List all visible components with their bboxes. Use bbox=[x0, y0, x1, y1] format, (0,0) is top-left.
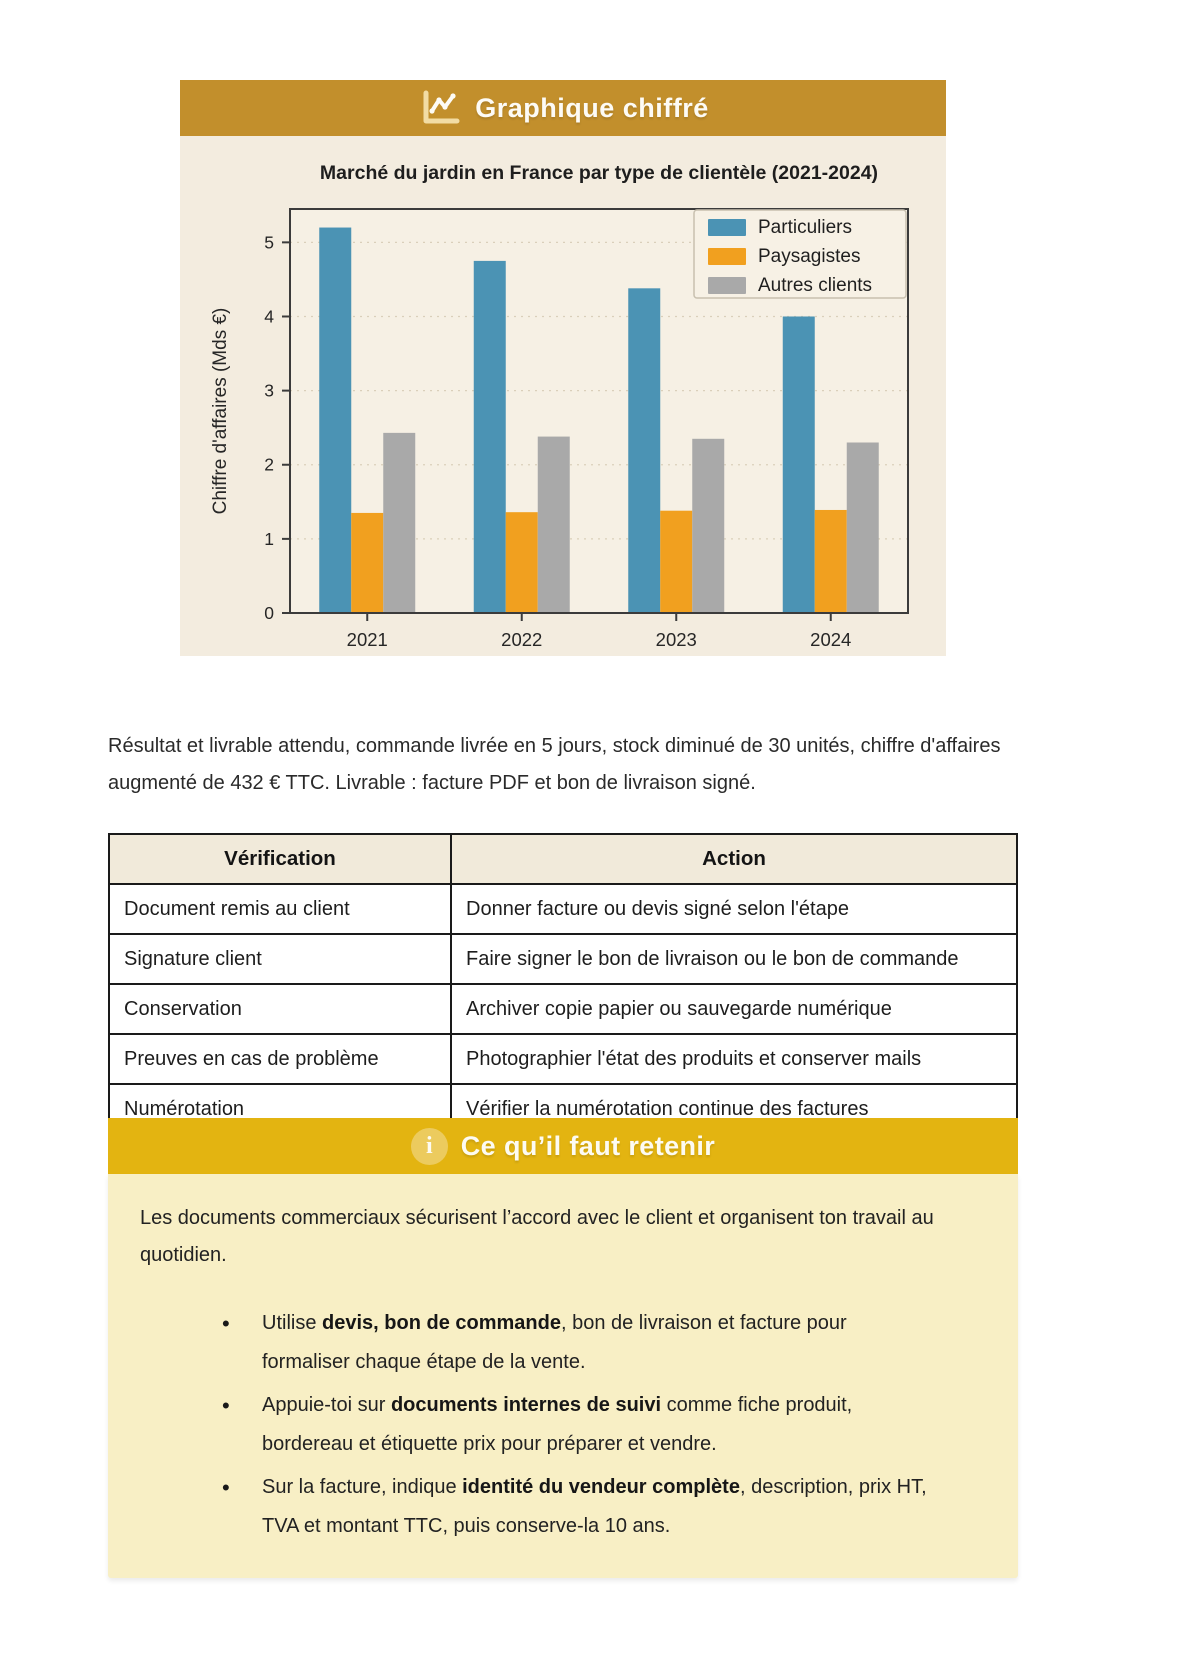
chart-line-icon bbox=[417, 86, 461, 130]
bar-particuliers bbox=[628, 288, 661, 613]
verification-table: Vérification Action Document remis au cl… bbox=[108, 833, 1018, 1135]
chart-card-title: Graphique chiffré bbox=[475, 92, 709, 123]
chart-card-body: Marché du jardin en France par type de c… bbox=[180, 136, 946, 656]
bar-autres-clients bbox=[383, 432, 416, 613]
table-cell: Donner facture ou devis signé selon l'ét… bbox=[450, 883, 1018, 935]
bar-autres-clients bbox=[846, 442, 879, 613]
retenir-header: i Ce qu’il faut retenir bbox=[108, 1118, 1018, 1174]
lead-paragraph: Résultat et livrable attendu, commande l… bbox=[108, 735, 1001, 794]
bar-particuliers bbox=[473, 260, 506, 613]
y-tick-label: 0 bbox=[264, 603, 274, 623]
list-item: Appuie-toi sur documents internes de sui… bbox=[222, 1386, 934, 1464]
x-tick-label: 2024 bbox=[810, 629, 851, 650]
table-cell: Document remis au client bbox=[108, 883, 452, 935]
info-icon: i bbox=[410, 1127, 448, 1165]
list-item: Utilise devis, bon de commande, bon de l… bbox=[222, 1304, 934, 1382]
table-header-row: Vérification Action bbox=[108, 833, 1018, 885]
legend-label: Paysagistes bbox=[758, 246, 860, 267]
legend-swatch bbox=[708, 219, 746, 236]
y-tick-label: 2 bbox=[264, 455, 274, 475]
table-row: Signature client Faire signer le bon de l… bbox=[108, 933, 1018, 985]
bar-paysagistes bbox=[505, 512, 538, 613]
table-cell: Archiver copie papier ou sauvegarde numé… bbox=[450, 983, 1018, 1035]
table-cell: Signature client bbox=[108, 933, 452, 985]
column-header-action: Action bbox=[450, 833, 1018, 885]
bar-particuliers bbox=[319, 227, 352, 613]
list-item: Sur la facture, indique identité du vend… bbox=[222, 1468, 934, 1546]
chart-figure-title: Marché du jardin en France par type de c… bbox=[319, 162, 879, 184]
legend-box bbox=[693, 209, 907, 299]
plot-border bbox=[289, 208, 909, 614]
y-tick-label: 3 bbox=[264, 381, 274, 401]
chart-card-header: Graphique chiffré bbox=[180, 80, 946, 136]
retenir-section: i Ce qu’il faut retenir Les documents co… bbox=[108, 1118, 1018, 1578]
y-tick-label: 4 bbox=[264, 306, 274, 326]
chart-card: Graphique chiffré Marché du jardin en Fr… bbox=[180, 80, 946, 656]
y-tick-label: 5 bbox=[264, 232, 274, 252]
y-axis-label: Chiffre d'affaires (Mds €) bbox=[210, 308, 231, 515]
bar-paysagistes bbox=[814, 509, 847, 613]
table-body: Document remis au client Donner facture o… bbox=[108, 883, 1018, 1135]
table-cell: Photographier l'état des produits et con… bbox=[450, 1033, 1018, 1085]
table-cell: Faire signer le bon de livraison ou le b… bbox=[450, 933, 1018, 985]
bar-paysagistes bbox=[351, 512, 384, 613]
table-row: Conservation Archiver copie papier ou sau… bbox=[108, 983, 1018, 1035]
retenir-intro: Les documents commerciaux sécurisent l’a… bbox=[140, 1207, 934, 1266]
retenir-title: Ce qu’il faut retenir bbox=[460, 1130, 716, 1161]
retenir-body: Les documents commerciaux sécurisent l’a… bbox=[108, 1174, 1018, 1578]
bar-particuliers bbox=[782, 316, 815, 613]
legend-swatch bbox=[708, 248, 746, 265]
bar-autres-clients bbox=[537, 436, 570, 613]
table-row: Preuves en cas de problème Photographier … bbox=[108, 1033, 1018, 1085]
legend-swatch bbox=[708, 277, 746, 294]
table-cell: Preuves en cas de problème bbox=[108, 1033, 452, 1085]
table-row: Document remis au client Donner facture o… bbox=[108, 883, 1018, 935]
y-tick-label: 1 bbox=[264, 529, 274, 549]
bar-paysagistes bbox=[660, 510, 693, 613]
bar-chart: 0123452021202220232024AnnéeChiffre d'aff… bbox=[210, 208, 909, 650]
x-tick-label: 2023 bbox=[656, 629, 697, 650]
retenir-bullet-list: Utilise devis, bon de commande, bon de l… bbox=[140, 1304, 986, 1546]
column-header-verification: Vérification bbox=[108, 833, 452, 885]
bar-autres-clients bbox=[692, 438, 725, 613]
table-head: Vérification Action bbox=[108, 833, 1018, 885]
legend-label: Particuliers bbox=[758, 217, 852, 238]
x-tick-label: 2021 bbox=[347, 629, 388, 650]
table-cell: Conservation bbox=[108, 983, 452, 1035]
legend-label: Autres clients bbox=[758, 275, 872, 296]
x-tick-label: 2022 bbox=[501, 629, 542, 650]
